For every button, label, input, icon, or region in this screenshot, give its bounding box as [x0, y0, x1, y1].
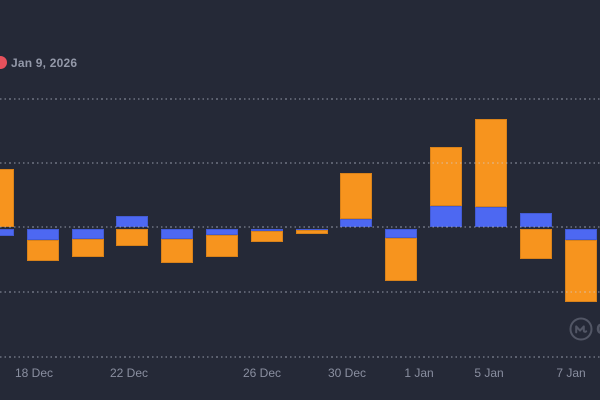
bar-segment-orange[interactable]	[430, 147, 462, 207]
bar-segment-blue[interactable]	[340, 218, 372, 227]
bar-segment-blue[interactable]	[0, 229, 14, 237]
bar-segment-blue[interactable]	[565, 229, 597, 240]
legend-dot-icon	[0, 56, 7, 69]
bar-segment-orange[interactable]	[161, 239, 193, 264]
bar-segment-blue[interactable]	[296, 229, 328, 231]
bar-segment-blue[interactable]	[206, 229, 238, 236]
gridline	[0, 356, 600, 358]
x-axis-label: 30 Dec	[327, 366, 367, 380]
bar-segment-blue[interactable]	[385, 229, 417, 239]
gridline	[0, 98, 600, 100]
watermark-partial-text: c	[596, 318, 600, 340]
x-axis-label: 26 Dec	[242, 366, 282, 380]
bar-segment-blue[interactable]	[251, 229, 283, 231]
bar-segment-orange[interactable]	[475, 119, 507, 207]
bar-segment-blue[interactable]	[27, 229, 59, 240]
coinmarketcap-watermark: c	[569, 317, 600, 343]
coinmarketcap-m-logo-icon	[569, 317, 593, 341]
gridline	[0, 226, 600, 228]
bar-segment-orange[interactable]	[296, 230, 328, 234]
bar-segment-orange[interactable]	[340, 173, 372, 219]
gridline	[0, 291, 600, 293]
x-axis-label: 18 Dec	[14, 366, 54, 380]
bar-segment-blue[interactable]	[116, 216, 148, 227]
bar-segment-blue[interactable]	[430, 206, 462, 227]
bar-segment-orange[interactable]	[251, 230, 283, 242]
x-axis-label: 22 Dec	[109, 366, 149, 380]
x-axis-label: 7 Jan	[556, 366, 586, 380]
bar-segment-orange[interactable]	[72, 238, 104, 257]
gridline	[0, 162, 600, 164]
bar-segment-blue[interactable]	[161, 229, 193, 240]
x-axis-label: 1 Jan	[404, 366, 434, 380]
bar-segment-orange[interactable]	[0, 168, 14, 227]
bar-segment-blue[interactable]	[72, 229, 104, 239]
bar-segment-orange[interactable]	[565, 239, 597, 302]
bar-segment-orange[interactable]	[385, 238, 417, 282]
bar-segment-orange[interactable]	[206, 235, 238, 258]
x-axis-label: 5 Jan	[474, 366, 504, 380]
bar-segment-blue[interactable]	[475, 207, 507, 227]
hover-date-label: Jan 9, 2026	[11, 56, 78, 70]
bar-segment-orange[interactable]	[116, 229, 148, 247]
bar-segment-orange[interactable]	[27, 239, 59, 261]
bar-segment-orange[interactable]	[520, 229, 552, 260]
bar-segment-blue[interactable]	[520, 212, 552, 227]
